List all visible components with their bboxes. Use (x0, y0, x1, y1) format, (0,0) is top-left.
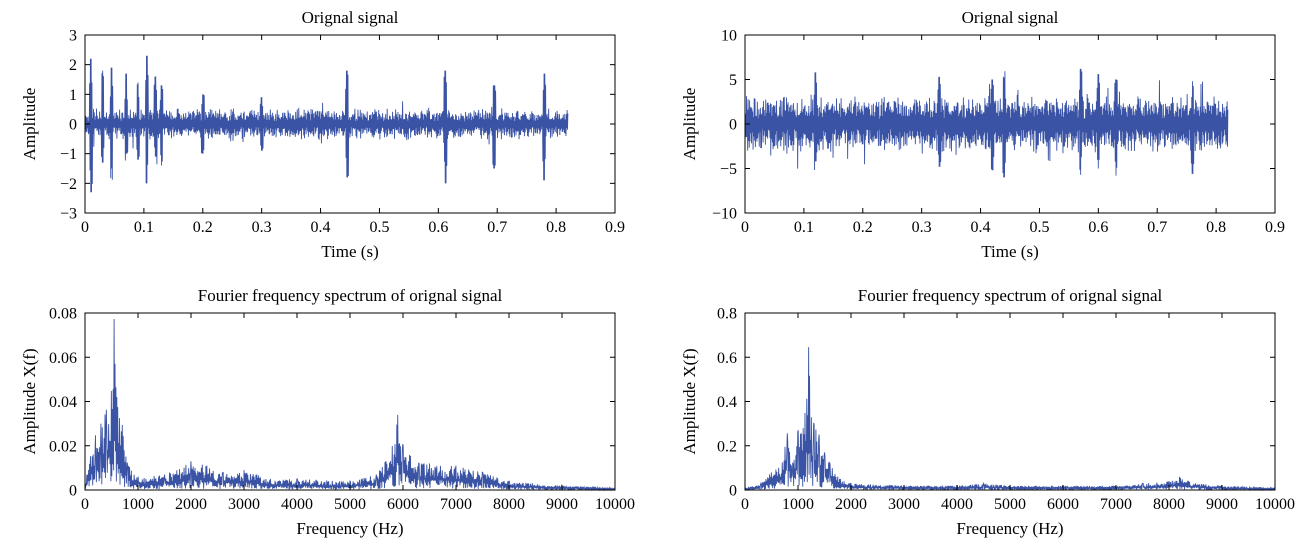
y-tick-label: 0.4 (717, 394, 737, 411)
x-tick-label: 0.6 (428, 219, 448, 236)
y-tick-label: 0.6 (717, 350, 737, 367)
x-axis-label: Time (s) (981, 242, 1038, 261)
x-tick-label: 4000 (281, 496, 313, 513)
axes-frame (84, 312, 616, 491)
x-tick-label: 1000 (122, 496, 154, 513)
x-tick-label: 3000 (228, 496, 260, 513)
x-tick-label: 0.9 (1265, 219, 1285, 236)
panel-3: 0 1000 2000 3000 4000 5000 6000 7000 8000 9000 100… (20, 286, 635, 538)
y-tick-label: −1 (60, 146, 77, 163)
x-tick-label: 1000 (782, 496, 814, 513)
y-axis-label: Amplitude (20, 88, 39, 161)
x-axis-label: Time (s) (321, 242, 378, 261)
x-tick-label: 6000 (1047, 496, 1079, 513)
panel-2: 0 0.1 0.2 0.3 0.4 0.5 0.6 0.7 0.8 0.9 −10 −5 0 5 10 Ori… (680, 8, 1285, 261)
x-tick-label: 0.7 (1147, 219, 1167, 236)
y-axis-label: Amplitude X(f) (680, 348, 699, 454)
x-tick-label: 0.2 (853, 219, 873, 236)
y-tick-label: 0.02 (49, 438, 77, 455)
x-tick-label: 0.4 (311, 219, 331, 236)
x-tick-label: 10000 (1255, 496, 1295, 513)
signal-line (744, 347, 1276, 492)
x-tick-label: 0 (81, 219, 89, 236)
y-tick-label: −3 (60, 206, 77, 223)
y-tick-label: 5 (729, 72, 737, 89)
panel-1: 0 0.1 0.2 0.3 0.4 0.5 0.6 0.7 0.8 0.9 −3 −2 −1 0 1 2 3 Or… (20, 8, 625, 261)
y-tick-label: 0.04 (49, 394, 77, 411)
y-tick-label: 1 (69, 87, 77, 104)
y-tick-label: 0 (69, 117, 77, 134)
y-tick-label: 0 (729, 117, 737, 134)
y-tick-label: 3 (69, 28, 77, 45)
x-tick-label: 2000 (835, 496, 867, 513)
x-tick-label: 0.1 (794, 219, 814, 236)
x-tick-label: 0.5 (1029, 219, 1049, 236)
x-tick-label: 0 (741, 219, 749, 236)
y-tick-label: 0.2 (717, 438, 737, 455)
panel-4: 0 1000 2000 3000 4000 5000 6000 7000 8000 9000 100… (680, 286, 1295, 538)
y-tick-label: 2 (69, 57, 77, 74)
y-tick-label: −5 (720, 161, 737, 178)
x-tick-label: 0.6 (1088, 219, 1108, 236)
x-tick-label: 2000 (175, 496, 207, 513)
y-tick-label: −10 (712, 206, 737, 223)
x-tick-label: 6000 (387, 496, 419, 513)
panel-title: Orignal signal (962, 8, 1059, 27)
x-tick-label: 0 (741, 496, 749, 513)
y-tick-label: 0 (69, 483, 77, 500)
signal-line (84, 55, 569, 193)
x-axis-label: Frequency (Hz) (296, 519, 403, 538)
x-tick-label: 0.4 (971, 219, 991, 236)
y-tick-label: 0.8 (717, 306, 737, 323)
x-tick-label: 0.8 (546, 219, 566, 236)
x-tick-label: 0.2 (193, 219, 213, 236)
x-tick-label: 7000 (440, 496, 472, 513)
y-axis-label: Amplitude X(f) (20, 348, 39, 454)
x-tick-label: 10000 (595, 496, 635, 513)
axes-frame (744, 312, 1276, 491)
y-tick-label: −2 (60, 176, 77, 193)
x-tick-label: 7000 (1100, 496, 1132, 513)
y-tick-label: 0 (729, 483, 737, 500)
x-axis-label: Frequency (Hz) (956, 519, 1063, 538)
x-tick-label: 4000 (941, 496, 973, 513)
x-tick-label: 9000 (546, 496, 578, 513)
x-tick-label: 5000 (994, 496, 1026, 513)
y-tick-label: 0.06 (49, 350, 77, 367)
x-tick-label: 8000 (493, 496, 525, 513)
x-tick-label: 0.9 (605, 219, 625, 236)
y-tick-label: 10 (721, 28, 737, 45)
x-tick-label: 0.3 (912, 219, 932, 236)
y-axis-label: Amplitude (680, 88, 699, 161)
x-tick-label: 5000 (334, 496, 366, 513)
x-tick-label: 8000 (1153, 496, 1185, 513)
x-tick-label: 0.7 (487, 219, 507, 236)
x-tick-label: 0.3 (252, 219, 272, 236)
panel-title: Orignal signal (302, 8, 399, 27)
x-tick-label: 0.8 (1206, 219, 1226, 236)
panel-title: Fourier frequency spectrum of orignal si… (198, 286, 503, 305)
x-tick-label: 9000 (1206, 496, 1238, 513)
x-tick-label: 0 (81, 496, 89, 513)
x-tick-label: 3000 (888, 496, 920, 513)
x-tick-label: 0.1 (134, 219, 154, 236)
x-tick-label: 0.5 (369, 219, 389, 236)
signal-line (84, 319, 616, 492)
panel-title: Fourier frequency spectrum of orignal si… (858, 286, 1163, 305)
y-tick-label: 0.08 (49, 306, 77, 323)
signal-line (744, 68, 1229, 178)
